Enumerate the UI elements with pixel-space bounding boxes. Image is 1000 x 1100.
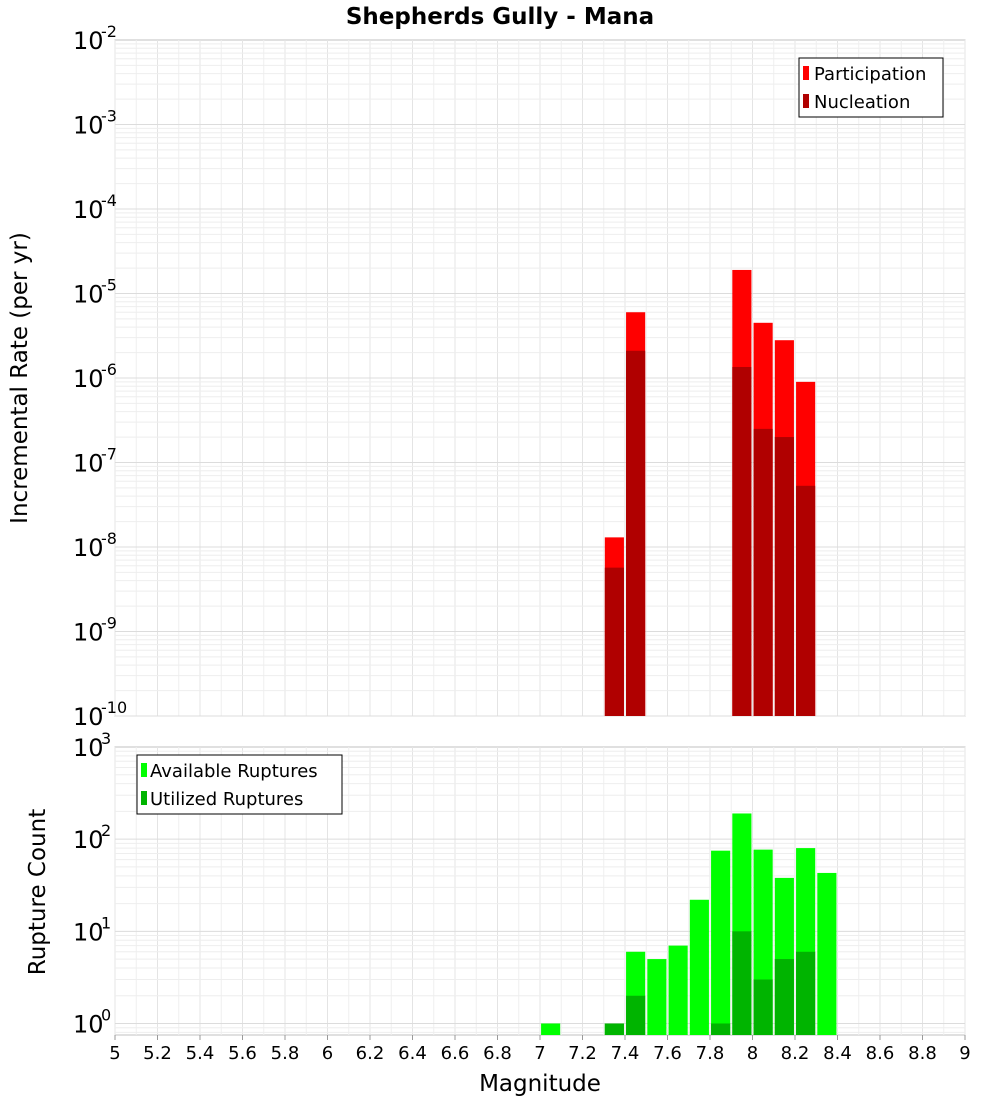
x-tick-label: 6.6 [441, 1043, 470, 1064]
bottom-y-tick-exponent: 0 [101, 1005, 111, 1024]
rate-bar-nucleation [796, 485, 816, 716]
top-y-tick-exponent: -5 [101, 276, 117, 295]
legend-swatch-participation [803, 66, 809, 80]
top-legend: Participation Nucleation [798, 57, 944, 118]
count-bar-available-ruptures [668, 945, 688, 1035]
count-bar-available-ruptures [689, 899, 709, 1035]
x-tick-label: 8.2 [781, 1043, 810, 1064]
count-bar-available-ruptures [541, 1023, 561, 1035]
bottom-legend: Available Ruptures Utilized Ruptures [136, 754, 343, 815]
bottom-y-tick-label: 10 [73, 1010, 104, 1038]
x-axis-label: Magnitude [479, 1071, 601, 1097]
x-tick-label: 7.8 [696, 1043, 725, 1064]
top-y-tick-label: 10 [73, 27, 104, 55]
count-bar-utilized-ruptures [796, 951, 816, 1035]
top-y-tick-exponent: -4 [101, 191, 117, 210]
top-y-tick-label: 10 [73, 112, 104, 140]
x-tick-label: 8 [747, 1043, 758, 1064]
legend-swatch-available [141, 763, 147, 777]
top-y-tick-label: 10 [73, 534, 104, 562]
bottom-y-axis-label: Rupture Count [25, 809, 51, 975]
count-bar-utilized-ruptures [626, 995, 646, 1035]
top-y-tick-label: 10 [73, 281, 104, 309]
top-y-tick-exponent: -7 [101, 445, 117, 464]
top-y-axis-label: Incremental Rate (per yr) [7, 232, 33, 524]
legend-label-nucleation: Nucleation [814, 92, 910, 113]
top-y-tick-exponent: -9 [101, 614, 117, 633]
top-y-tick-exponent: -10 [101, 698, 127, 717]
count-bar-utilized-ruptures [774, 959, 794, 1035]
x-tick-label: 7.4 [611, 1043, 640, 1064]
x-tick-label: 6 [322, 1043, 333, 1064]
top-grid [114, 40, 966, 717]
bottom-y-tick-exponent: 3 [101, 729, 111, 748]
x-tick-label: 8.6 [866, 1043, 895, 1064]
x-tick-label: 7.6 [653, 1043, 682, 1064]
rate-bar-nucleation [604, 567, 624, 716]
bottom-y-tick-label: 10 [73, 826, 104, 854]
x-tick-label: 5.2 [143, 1043, 172, 1064]
rate-bar-nucleation [626, 350, 646, 716]
count-bar-available-ruptures [817, 872, 837, 1035]
legend-label-available: Available Ruptures [150, 761, 318, 782]
bottom-y-tick-label: 10 [73, 734, 104, 762]
x-tick-label: 5.6 [228, 1043, 257, 1064]
count-bar-utilized-ruptures [711, 1023, 731, 1035]
top-y-tick-label: 10 [73, 365, 104, 393]
count-bar-utilized-ruptures [604, 1023, 624, 1035]
top-y-tick-label: 10 [73, 450, 104, 478]
legend-swatch-utilized [141, 791, 147, 805]
rate-bar-nucleation [753, 428, 773, 716]
count-bar-utilized-ruptures [732, 931, 752, 1035]
rate-bar-nucleation [732, 366, 752, 716]
legend-swatch-nucleation [803, 94, 809, 108]
count-bar-available-ruptures [647, 959, 667, 1035]
top-y-tick-exponent: -3 [101, 107, 117, 126]
legend-label-participation: Participation [814, 64, 926, 85]
bottom-bars [541, 813, 837, 1035]
x-tick-label: 6.2 [356, 1043, 385, 1064]
top-y-tick-exponent: -8 [101, 529, 117, 548]
count-bar-utilized-ruptures [753, 979, 773, 1035]
top-y-tick-label: 10 [73, 196, 104, 224]
x-tick-label: 5 [109, 1043, 120, 1064]
x-ticks: 5 5.2 5.4 5.6 5.8 6 6.2 6.4 6.6 6.8 7 7.2 7.4 7.6 7.8 8… [109, 1035, 971, 1064]
top-y-tick-exponent: -6 [101, 360, 117, 379]
top-bars [604, 269, 816, 716]
x-tick-label: 9 [959, 1043, 970, 1064]
bottom-y-tick-exponent: 1 [101, 913, 111, 932]
x-tick-label: 6.4 [398, 1043, 427, 1064]
x-tick-label: 8.4 [823, 1043, 852, 1064]
bottom-y-tick-label: 10 [73, 918, 104, 946]
bottom-legend-box [136, 754, 343, 815]
x-tick-label: 7.2 [568, 1043, 597, 1064]
count-bar-available-ruptures [711, 850, 731, 1035]
x-tick-label: 5.8 [271, 1043, 300, 1064]
top-y-tick-exponent: -2 [101, 22, 117, 41]
top-legend-box [798, 57, 944, 118]
rate-bar-nucleation [774, 437, 794, 716]
top-y-tick-label: 10 [73, 703, 104, 731]
legend-label-utilized: Utilized Ruptures [150, 789, 303, 810]
top-y-tick-label: 10 [73, 619, 104, 647]
x-tick-label: 6.8 [483, 1043, 512, 1064]
bottom-y-tick-exponent: 2 [101, 821, 111, 840]
x-tick-label: 7 [534, 1043, 545, 1064]
x-tick-label: 5.4 [186, 1043, 215, 1064]
chart-title: Shepherds Gully - Mana [346, 4, 654, 30]
x-tick-label: 8.8 [908, 1043, 937, 1064]
